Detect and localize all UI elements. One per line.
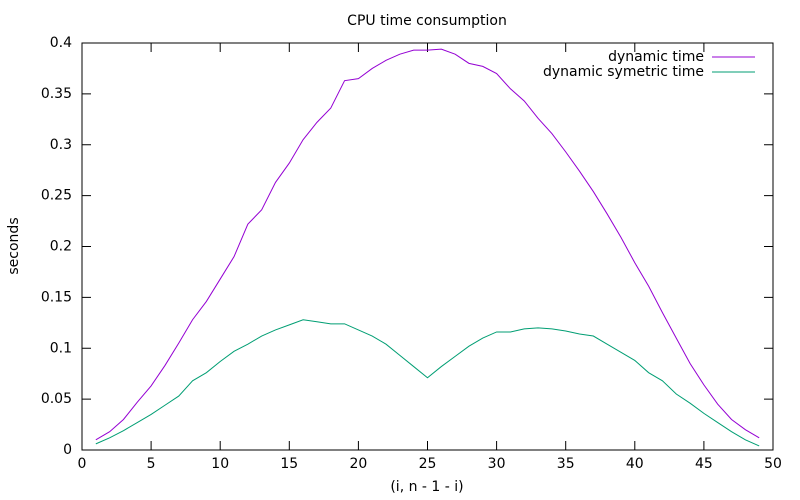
series-line xyxy=(95,48,760,441)
chart-title: CPU time consumption xyxy=(347,13,507,29)
y-tick-label: 0 xyxy=(63,442,72,458)
y-tick-label: 0.4 xyxy=(50,35,72,51)
y-tick-label: 0.1 xyxy=(50,340,72,356)
x-tick-label: 20 xyxy=(349,456,367,472)
legend-label: dynamic time xyxy=(608,49,704,65)
x-tick-label: 50 xyxy=(764,456,782,472)
x-tick-label: 35 xyxy=(557,456,575,472)
y-tick-label: 0.25 xyxy=(41,188,72,204)
y-tick-label: 0.35 xyxy=(41,86,72,102)
x-tick-label: 10 xyxy=(211,456,229,472)
y-tick-label: 0.2 xyxy=(50,239,72,255)
x-tick-label: 40 xyxy=(626,456,644,472)
y-tick-label: 0.15 xyxy=(41,289,72,305)
x-tick-label: 5 xyxy=(147,456,156,472)
y-axis-label: seconds xyxy=(6,217,22,274)
x-axis-label: (i, n - 1 - i) xyxy=(390,479,463,495)
series-line xyxy=(95,319,760,447)
y-tick-label: 0.05 xyxy=(41,391,72,407)
x-tick-label: 30 xyxy=(488,456,506,472)
x-tick-label: 45 xyxy=(695,456,713,472)
legend-label: dynamic symetric time xyxy=(543,64,704,80)
x-tick-label: 0 xyxy=(78,456,87,472)
y-tick-label: 0.3 xyxy=(50,137,72,153)
x-tick-label: 15 xyxy=(280,456,298,472)
x-tick-label: 25 xyxy=(419,456,437,472)
